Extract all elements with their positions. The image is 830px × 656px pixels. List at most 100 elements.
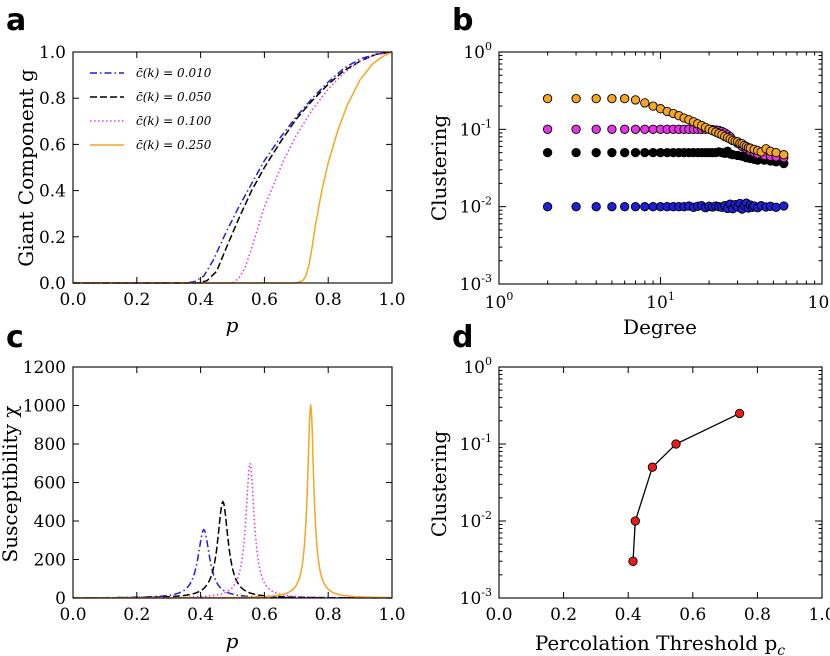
panel-b-ytick-label: 100 xyxy=(463,40,492,63)
panel-a-ytick-label: 0.4 xyxy=(39,182,66,202)
panel-c-xtick-label: 0.0 xyxy=(59,605,86,625)
panel-b-point-black xyxy=(571,147,581,158)
panel-d-xtick-label: 1.0 xyxy=(808,605,830,625)
panel-d-ytick-label: 10-3 xyxy=(460,586,492,609)
panel-b-point-blue xyxy=(771,202,781,212)
panel-b-point-orange xyxy=(640,98,650,108)
panel-a-xtick-label: 0.0 xyxy=(59,290,86,310)
panel-letter-c: c xyxy=(6,320,24,355)
panel-b-point-black xyxy=(591,147,601,158)
panel-d-ticks: 0.0 0.2 0.4 0.6 0.8 1.0 10-3 10-2 10-1 100 xyxy=(460,355,830,625)
panel-a-xtick-label: 0.8 xyxy=(315,290,342,310)
panel-b-ytick-label: 10-1 xyxy=(460,117,492,140)
panel-b-point-blue xyxy=(591,202,601,212)
panel-letter-d: d xyxy=(452,320,473,355)
panel-d-xlabel-sub: c xyxy=(777,643,785,656)
panel-a-series-1-line xyxy=(73,51,393,284)
panel-d-ytick-label: 10-1 xyxy=(460,432,492,455)
panel-b-point-orange xyxy=(607,93,617,104)
panel-a-plot-area xyxy=(73,51,393,284)
panel-b-xtick-label: 102 xyxy=(808,290,830,313)
panel-a-xtick-label: 0.6 xyxy=(251,290,278,310)
panel-d-point xyxy=(630,516,640,526)
panel-c-ytick-label: 0 xyxy=(55,589,66,609)
panel-c-xtick-label: 1.0 xyxy=(378,605,405,625)
panel-a-ytick-label: 0.0 xyxy=(39,274,66,294)
panel-b-point-magenta xyxy=(542,124,553,134)
panel-c-ytick-label: 800 xyxy=(34,435,66,455)
panel-letter-a: a xyxy=(6,3,26,38)
panel-c-series-3-line xyxy=(73,463,392,599)
panel-a-xtick-label: 0.2 xyxy=(123,290,150,310)
panel-d-xlabel-main: Percolation Threshold p xyxy=(535,631,777,655)
panel-letter-b: b xyxy=(452,3,473,38)
panel-b-point-black xyxy=(620,147,630,158)
panel-d-xtick-label: 0.2 xyxy=(550,605,577,625)
panel-d-xtick-label: 0.4 xyxy=(615,605,642,625)
panel-b-point-orange xyxy=(591,93,601,104)
panel-c-xtick-label: 0.8 xyxy=(315,605,342,625)
panel-b-point-magenta xyxy=(630,124,641,134)
panel-b-xtick-label: 101 xyxy=(646,290,675,313)
panel-b-plot-area xyxy=(542,93,789,214)
panel-b-frame xyxy=(498,51,823,285)
panel-c-series-2-line xyxy=(73,500,392,599)
panel-d-point xyxy=(628,556,638,566)
panel-c-xtick-label: 0.2 xyxy=(123,605,150,625)
panel-a-xtick-label: 1.0 xyxy=(378,290,405,310)
panel-b-ytick-label: 10-3 xyxy=(460,272,492,295)
panel-c-ylabel: Susceptibility χ xyxy=(0,406,22,563)
panel-a-series-2-line xyxy=(73,51,393,284)
panel-a-legend: c̄(k) = 0.010 c̄(k) = 0.050 c̄(k) = 0.100 c… xyxy=(90,66,212,152)
panel-b-point-blue xyxy=(779,201,789,211)
panel-b-point-blue xyxy=(571,202,581,212)
panel-b-point-magenta xyxy=(640,124,650,134)
panel-b-point-blue xyxy=(620,202,630,212)
panel-b-ytick-label: 10-2 xyxy=(460,195,492,218)
panel-b-point-black xyxy=(542,147,553,158)
panel-d-plot-area xyxy=(628,408,745,566)
panel-d-frame xyxy=(498,366,823,599)
panel-b-point-blue xyxy=(630,202,641,212)
panel-b-degree-clustering: b 100 101 102 10-3 10-2 10-1 100 Degree Cluste… xyxy=(427,3,830,339)
panel-c-ytick-label: 1000 xyxy=(23,397,66,417)
panel-c-ytick-label: 400 xyxy=(34,512,66,532)
panel-b-point-magenta xyxy=(591,124,601,134)
panel-c-xtick-label: 0.4 xyxy=(187,605,214,625)
panel-c-ytick-label: 600 xyxy=(34,474,66,494)
panel-d-point xyxy=(647,462,658,472)
panel-c-ticks: 0.0 0.2 0.4 0.6 0.8 1.0 0 200 400 600 800 1000 1200 xyxy=(23,358,406,625)
panel-a-giant-component: a 0.0 0.2 0.4 0.6 0.8 1.0 0.0 0.2 0.4 0.6 0.8 1.0 p… xyxy=(6,3,406,337)
panel-c-frame xyxy=(72,366,393,599)
panel-b-xtick-label: 100 xyxy=(485,290,514,313)
panel-b-point-orange xyxy=(542,93,553,104)
panel-b-point-magenta xyxy=(620,124,630,134)
panel-b-ticks: 100 101 102 10-3 10-2 10-1 100 xyxy=(460,40,830,313)
panel-c-susceptibility: c 0.0 0.2 0.4 0.6 0.8 1.0 0 200 400 600 800 1000 120… xyxy=(0,320,406,653)
panel-b-point-orange xyxy=(630,95,641,105)
panel-c-ytick-label: 200 xyxy=(34,551,66,571)
panel-d-ytick-label: 100 xyxy=(463,355,492,378)
panel-b-point-magenta xyxy=(607,124,617,134)
panel-a-legend-label-1: c̄(k) = 0.010 xyxy=(136,66,212,80)
panel-b-point-blue xyxy=(607,202,617,212)
panel-d-xtick-label: 0.8 xyxy=(744,605,771,625)
panel-d-xlabel: Percolation Threshold pc xyxy=(535,631,785,656)
panel-b-point-orange xyxy=(571,93,581,104)
panel-d-ytick-label: 10-2 xyxy=(460,509,492,532)
panel-b-ylabel: Clustering xyxy=(427,115,451,222)
panel-d-point xyxy=(734,408,745,419)
panel-a-ytick-label: 0.6 xyxy=(39,135,66,155)
panel-d-line xyxy=(632,412,740,562)
panel-d-xtick-label: 0.6 xyxy=(679,605,706,625)
panel-b-point-black xyxy=(607,147,617,158)
panel-a-series-3-line xyxy=(73,51,393,284)
panel-b-point-blue xyxy=(640,202,650,212)
panel-a-ytick-label: 0.8 xyxy=(39,89,66,109)
panel-c-plot-area xyxy=(73,404,392,599)
panel-c-xtick-label: 0.6 xyxy=(251,605,278,625)
panel-c-series-1-line xyxy=(73,528,392,599)
panel-a-ytick-label: 0.2 xyxy=(39,228,66,248)
panel-a-xtick-label: 0.4 xyxy=(187,290,214,310)
